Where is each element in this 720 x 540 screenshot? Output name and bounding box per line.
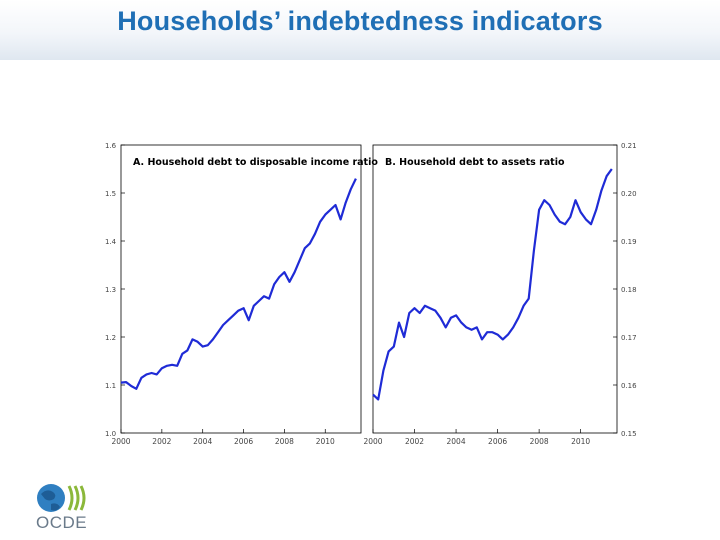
panel-a-series-line	[120, 178, 357, 390]
panel-a-y-tick-label: 1.1	[105, 382, 116, 390]
panel-a-y-tick-label: 1.6	[105, 142, 117, 150]
oecd-globe-icon	[37, 484, 86, 512]
panel-a-frame	[120, 144, 362, 434]
panel-b-x-tick-label: 2004	[447, 437, 466, 446]
panel-b-y-tick-label: 0.21	[621, 142, 637, 150]
panel-b-y-tick-label: 0.15	[621, 430, 637, 438]
panel-a-y-tick-label: 1.2	[105, 334, 116, 342]
panel-a-x-tick-label: 2008	[275, 437, 294, 446]
panel-b-frame	[372, 144, 618, 434]
panel-b-x-tick-label: 2006	[488, 437, 507, 446]
panel-a-y-axis: 1.0 1.1 1.2 1.3 1.4 1.5 1.6	[105, 142, 125, 438]
panel-a-x-tick-label: 2000	[111, 437, 130, 446]
panel-a-x-tick-label: 2010	[316, 437, 335, 446]
panel-a-title: A. Household debt to disposable income r…	[133, 157, 378, 168]
panel-b-y-axis: 0.15 0.16 0.17 0.18 0.19 0.20 0.21	[613, 142, 637, 438]
panel-b-y-tick-label: 0.18	[621, 286, 637, 294]
panel-b-x-tick-label: 2008	[530, 437, 549, 446]
panel-a-y-tick-label: 1.3	[105, 286, 116, 294]
header-band	[0, 0, 720, 60]
panel-a-y-tick-label: 1.5	[105, 190, 116, 198]
panel-a-x-tick-label: 2006	[234, 437, 253, 446]
panel-b-y-tick-label: 0.17	[621, 334, 637, 342]
panel-a-x-tick-label: 2002	[152, 437, 171, 446]
panel-b-x-tick-label: 2000	[363, 437, 382, 446]
panel-b-x-tick-label: 2002	[405, 437, 424, 446]
panel-b-y-tick-label: 0.16	[621, 382, 637, 390]
panel-b-x-axis: 2000 2002 2004 2006 2008 2010	[363, 429, 590, 446]
panel-b-series-line	[372, 168, 613, 401]
panel-a-y-tick-label: 1.0	[105, 430, 116, 438]
panel-b-y-tick-label: 0.20	[621, 190, 637, 198]
logo-text: OCDE	[36, 513, 88, 532]
panel-a-x-axis: 2000 2002 2004 2006 2008 2010	[111, 429, 335, 446]
panel-b-y-tick-label: 0.19	[621, 238, 637, 246]
panel-b-title: B. Household debt to assets ratio	[385, 157, 565, 168]
slide-title: Households’ indebtedness indicators	[117, 6, 603, 36]
panel-a-x-tick-label: 2004	[193, 437, 212, 446]
panel-b-x-tick-label: 2010	[571, 437, 590, 446]
panel-a-y-tick-label: 1.4	[105, 238, 117, 246]
